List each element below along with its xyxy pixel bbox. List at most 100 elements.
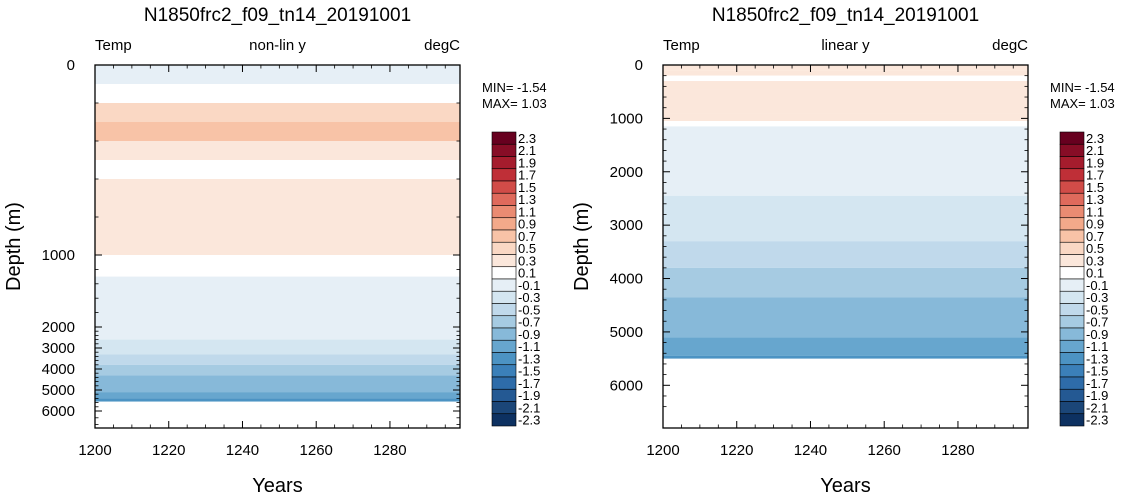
colorbar-swatch xyxy=(491,303,517,317)
colorbar-swatch xyxy=(491,229,517,243)
colorbar-label: 1.7 xyxy=(1086,168,1104,183)
chart-panel-1: 1200 1220 1240 1260 1280 0 1000 2000 3000 4000 500… xyxy=(3,5,547,497)
colorbar-label: 0.5 xyxy=(518,241,536,256)
colorbar-label: 1.1 xyxy=(518,204,536,219)
colorbar-swatch xyxy=(1059,315,1085,329)
contour-band xyxy=(95,141,460,160)
colorbar-swatch xyxy=(491,205,517,219)
colorbar-swatch xyxy=(1059,290,1085,304)
contour-band xyxy=(663,113,1028,122)
colorbar-label: 1.3 xyxy=(518,192,536,207)
x-axis-title: Years xyxy=(252,475,302,497)
colorbar-label: -0.7 xyxy=(518,315,540,330)
y-tick-label: 5000 xyxy=(610,324,643,341)
y-tick-label: 1000 xyxy=(42,247,75,264)
colorbar-swatch xyxy=(491,156,517,170)
colorbar: 2.32.11.91.71.51.31.10.90.70.50.30.1-0.1… xyxy=(491,131,540,428)
contour-band xyxy=(95,255,460,263)
contour-band xyxy=(95,262,460,277)
colorbar-swatch xyxy=(1059,156,1085,170)
colorbar-swatch xyxy=(1059,303,1085,317)
contour-band xyxy=(95,392,460,399)
contour-band xyxy=(663,75,1028,82)
x-tick-label: 1200 xyxy=(646,442,679,459)
colorbar-label: -1.7 xyxy=(518,376,540,391)
contour-band xyxy=(663,121,1028,127)
colorbar-swatch xyxy=(491,217,517,231)
colorbar-swatch xyxy=(1059,401,1085,415)
colorbar-label: 0.9 xyxy=(1086,217,1104,232)
contour-band xyxy=(663,297,1028,338)
colorbar-swatch xyxy=(1059,278,1085,292)
contour-band xyxy=(95,400,460,402)
colorbar-label: 0.9 xyxy=(518,217,536,232)
colorbar-swatch xyxy=(1059,266,1085,280)
colorbar-swatch xyxy=(1059,339,1085,353)
contour-band xyxy=(95,398,460,401)
max-label: MAX= 1.03 xyxy=(482,96,547,111)
x-tick-label: 1200 xyxy=(78,442,111,459)
colorbar-swatch xyxy=(491,413,517,427)
colorbar-swatch xyxy=(1059,241,1085,255)
left-label: Temp xyxy=(663,37,700,54)
plot-frame xyxy=(94,64,461,429)
contour-band xyxy=(663,337,1028,356)
x-tick-label: 1240 xyxy=(794,442,827,459)
colorbar-label: 0.5 xyxy=(1086,241,1104,256)
colorbar-swatch xyxy=(491,131,517,145)
colorbar-label: -2.3 xyxy=(518,413,540,428)
colorbar-swatch xyxy=(491,241,517,255)
colorbar-swatch xyxy=(491,401,517,415)
colorbar-label: 1.5 xyxy=(518,180,536,195)
chart-title: N1850frc2_f09_tn14_20191001 xyxy=(712,5,979,26)
contour-band xyxy=(95,354,460,365)
x-tick-label: 1220 xyxy=(152,442,185,459)
colorbar-label: -1.1 xyxy=(518,339,540,354)
colorbar-label: 2.1 xyxy=(1086,143,1104,158)
colorbar-label: -0.1 xyxy=(1086,278,1108,293)
contour-band xyxy=(663,195,1028,242)
contour-band xyxy=(95,84,460,103)
y-tick-label: 3000 xyxy=(610,217,643,234)
colorbar-label: -0.5 xyxy=(1086,302,1108,317)
colorbar-swatch xyxy=(491,315,517,329)
contour-band xyxy=(95,327,460,338)
center-label: non-lin y xyxy=(249,37,306,54)
colorbar-swatch xyxy=(1059,388,1085,402)
y-tick-label: 0 xyxy=(67,57,75,74)
colorbar-swatch xyxy=(1059,364,1085,378)
contour-band xyxy=(95,65,460,84)
colorbar-label: -0.9 xyxy=(518,327,540,342)
chart-panel-2: 1200 1220 1240 1260 1280 0 1000 2000 3000 4000 500… xyxy=(571,5,1115,497)
colorbar-label: 1.1 xyxy=(1086,204,1104,219)
y-tick-label: 5000 xyxy=(42,382,75,399)
colorbar-label: -0.3 xyxy=(1086,290,1108,305)
contour-band xyxy=(95,236,460,255)
colorbar-label: 2.1 xyxy=(518,143,536,158)
colorbar: 2.32.11.91.71.51.31.10.90.70.50.30.1-0.1… xyxy=(1059,131,1108,428)
colorbar-label: 2.3 xyxy=(1086,131,1104,146)
colorbar-label: -0.1 xyxy=(518,278,540,293)
colorbar-swatch xyxy=(1059,352,1085,366)
colorbar-label: 1.9 xyxy=(518,155,536,170)
colorbar-label: 0.3 xyxy=(518,253,536,268)
colorbar-swatch xyxy=(1059,413,1085,427)
y-tick-label: 2000 xyxy=(42,319,75,336)
x-axis-title: Years xyxy=(820,475,870,497)
y-tick-label: 1000 xyxy=(610,110,643,127)
colorbar-swatch xyxy=(491,180,517,194)
y-axis-title: Depth (m) xyxy=(571,202,593,291)
center-label: linear y xyxy=(821,37,870,54)
right-label: degC xyxy=(424,37,460,54)
contour-band xyxy=(95,339,460,355)
colorbar-label: 0.7 xyxy=(1086,229,1104,244)
colorbar-swatch xyxy=(1059,376,1085,390)
contour-band xyxy=(95,337,460,340)
colorbar-swatch xyxy=(491,327,517,341)
contour-band xyxy=(663,89,1028,114)
contour-band xyxy=(95,375,460,393)
colorbar-swatch xyxy=(1059,168,1085,182)
contour-band xyxy=(95,198,460,217)
colorbar-label: -1.5 xyxy=(518,364,540,379)
right-label: degC xyxy=(992,37,1028,54)
